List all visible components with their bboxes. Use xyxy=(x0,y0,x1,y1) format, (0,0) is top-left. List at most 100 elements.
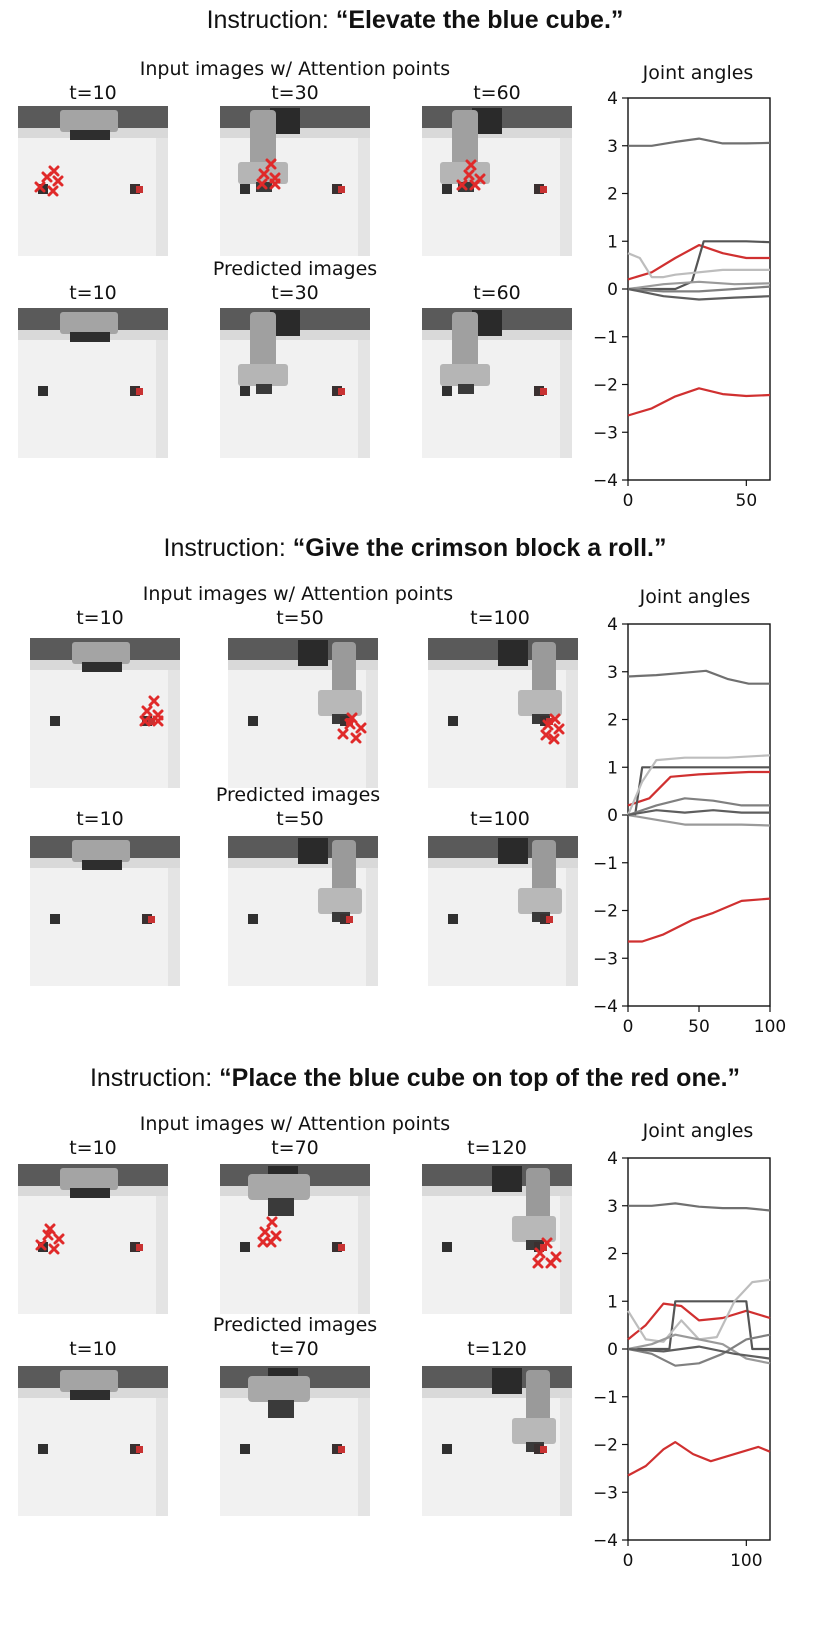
blue-cube xyxy=(248,716,258,726)
red-cube xyxy=(338,1244,345,1251)
dark-cube xyxy=(540,914,550,924)
red-cube xyxy=(338,388,345,395)
robot-base xyxy=(498,838,528,864)
red-cube xyxy=(346,916,353,923)
joint-angle-line xyxy=(627,770,770,807)
joint-angle-line xyxy=(627,1333,771,1365)
y-tick-label: −1 xyxy=(593,328,618,348)
robot-gripper xyxy=(440,364,490,386)
attention-point-marker xyxy=(541,1237,553,1249)
joint-angle-line xyxy=(627,1333,771,1367)
y-tick-label: 2 xyxy=(607,1245,618,1265)
red-cube xyxy=(148,916,155,923)
y-tick-label: −4 xyxy=(593,471,618,491)
blue-cube xyxy=(448,716,458,726)
joint-angle-line xyxy=(628,897,771,943)
robot-base xyxy=(70,1390,110,1400)
dark-cube xyxy=(130,1242,140,1252)
joint-angle-line xyxy=(627,1441,771,1477)
instruction-quote: “Give the crimson block a roll.” xyxy=(292,534,667,562)
y-tick-label: 1 xyxy=(607,1292,618,1312)
input-image xyxy=(428,638,578,788)
time-label: t=10 xyxy=(69,282,117,304)
robot-arm xyxy=(248,1376,310,1402)
time-label: t=100 xyxy=(470,607,530,629)
attention-point-marker xyxy=(52,175,64,187)
attention-point-marker xyxy=(141,705,153,717)
predicted-image xyxy=(220,1366,370,1516)
joint-angle-line xyxy=(626,754,771,816)
predicted-image xyxy=(30,836,180,986)
table-side xyxy=(560,1398,572,1516)
input-image xyxy=(220,1164,370,1314)
attention-point-marker xyxy=(47,185,59,197)
y-tick-label: 4 xyxy=(607,89,618,109)
attention-point-marker xyxy=(266,1216,278,1228)
x-tick-label: 50 xyxy=(736,491,758,511)
gripper-fingers xyxy=(256,384,272,394)
red-cube xyxy=(540,1446,547,1453)
joint-angle-line xyxy=(627,280,771,291)
robot-gripper xyxy=(512,1216,556,1242)
joint-angle-line xyxy=(627,244,770,281)
plot-frame xyxy=(627,623,771,1007)
chart-title: Joint angles xyxy=(642,62,754,84)
attention-point-marker xyxy=(48,165,60,177)
predicted-image xyxy=(428,836,578,986)
attention-point-marker xyxy=(269,172,281,184)
predicted-image xyxy=(220,308,370,458)
y-tick-label: −3 xyxy=(593,949,618,969)
attention-point-marker xyxy=(139,715,151,727)
table-side xyxy=(156,138,168,256)
robot-base xyxy=(298,838,328,864)
red-cube xyxy=(136,1446,143,1453)
joint-angle-line xyxy=(627,287,771,301)
y-tick-label: −2 xyxy=(593,376,618,396)
robot-arm xyxy=(248,1174,310,1200)
joint-angle-line xyxy=(627,387,771,417)
input-images-label: Input images w/ Attention points xyxy=(139,1113,451,1135)
panel-1: Instruction: “Elevate the blue cube.” In… xyxy=(0,0,830,550)
robot-gripper xyxy=(268,1400,294,1418)
dark-cube xyxy=(534,386,544,396)
blue-cube xyxy=(240,1242,250,1252)
y-tick-label: −3 xyxy=(593,1483,618,1503)
y-tick-label: 0 xyxy=(607,806,618,826)
table-side xyxy=(358,1196,370,1314)
time-label: t=10 xyxy=(69,1338,117,1360)
attention-point-marker xyxy=(148,695,160,707)
attention-point-marker xyxy=(456,179,468,191)
joint-angle-line xyxy=(627,669,770,685)
dark-cube xyxy=(332,1242,342,1252)
time-label: t=120 xyxy=(467,1137,527,1159)
robot-base xyxy=(82,860,122,870)
time-label: t=10 xyxy=(69,1137,117,1159)
robot-arm xyxy=(60,312,118,334)
input-image xyxy=(18,1164,168,1314)
time-label: t=10 xyxy=(69,82,117,104)
joint-angle-line xyxy=(627,1302,771,1341)
y-tick-label: 2 xyxy=(607,185,618,205)
robot-arm xyxy=(526,1370,550,1422)
y-tick-label: 3 xyxy=(607,663,618,683)
attention-point-marker xyxy=(337,728,349,740)
y-tick-label: 0 xyxy=(607,1340,618,1360)
y-tick-label: 1 xyxy=(607,232,618,252)
joint-angle-line xyxy=(627,1345,771,1360)
attention-point-marker xyxy=(257,1236,269,1248)
joint-angle-line xyxy=(627,813,771,827)
robot-arm xyxy=(452,110,478,168)
dark-cube xyxy=(332,184,342,194)
table-side xyxy=(156,340,168,458)
attention-point-marker xyxy=(48,1243,60,1255)
y-tick-label: −1 xyxy=(593,1388,618,1408)
predicted-image xyxy=(18,1366,168,1516)
dark-cube xyxy=(534,1242,544,1252)
x-tick-label: 50 xyxy=(688,1017,710,1037)
attention-point-marker xyxy=(270,1230,282,1242)
joint-angle-line xyxy=(628,1300,770,1351)
robot-gripper xyxy=(518,690,562,716)
blue-cube xyxy=(442,184,452,194)
y-tick-label: −2 xyxy=(593,902,618,922)
robot-arm xyxy=(532,840,556,892)
